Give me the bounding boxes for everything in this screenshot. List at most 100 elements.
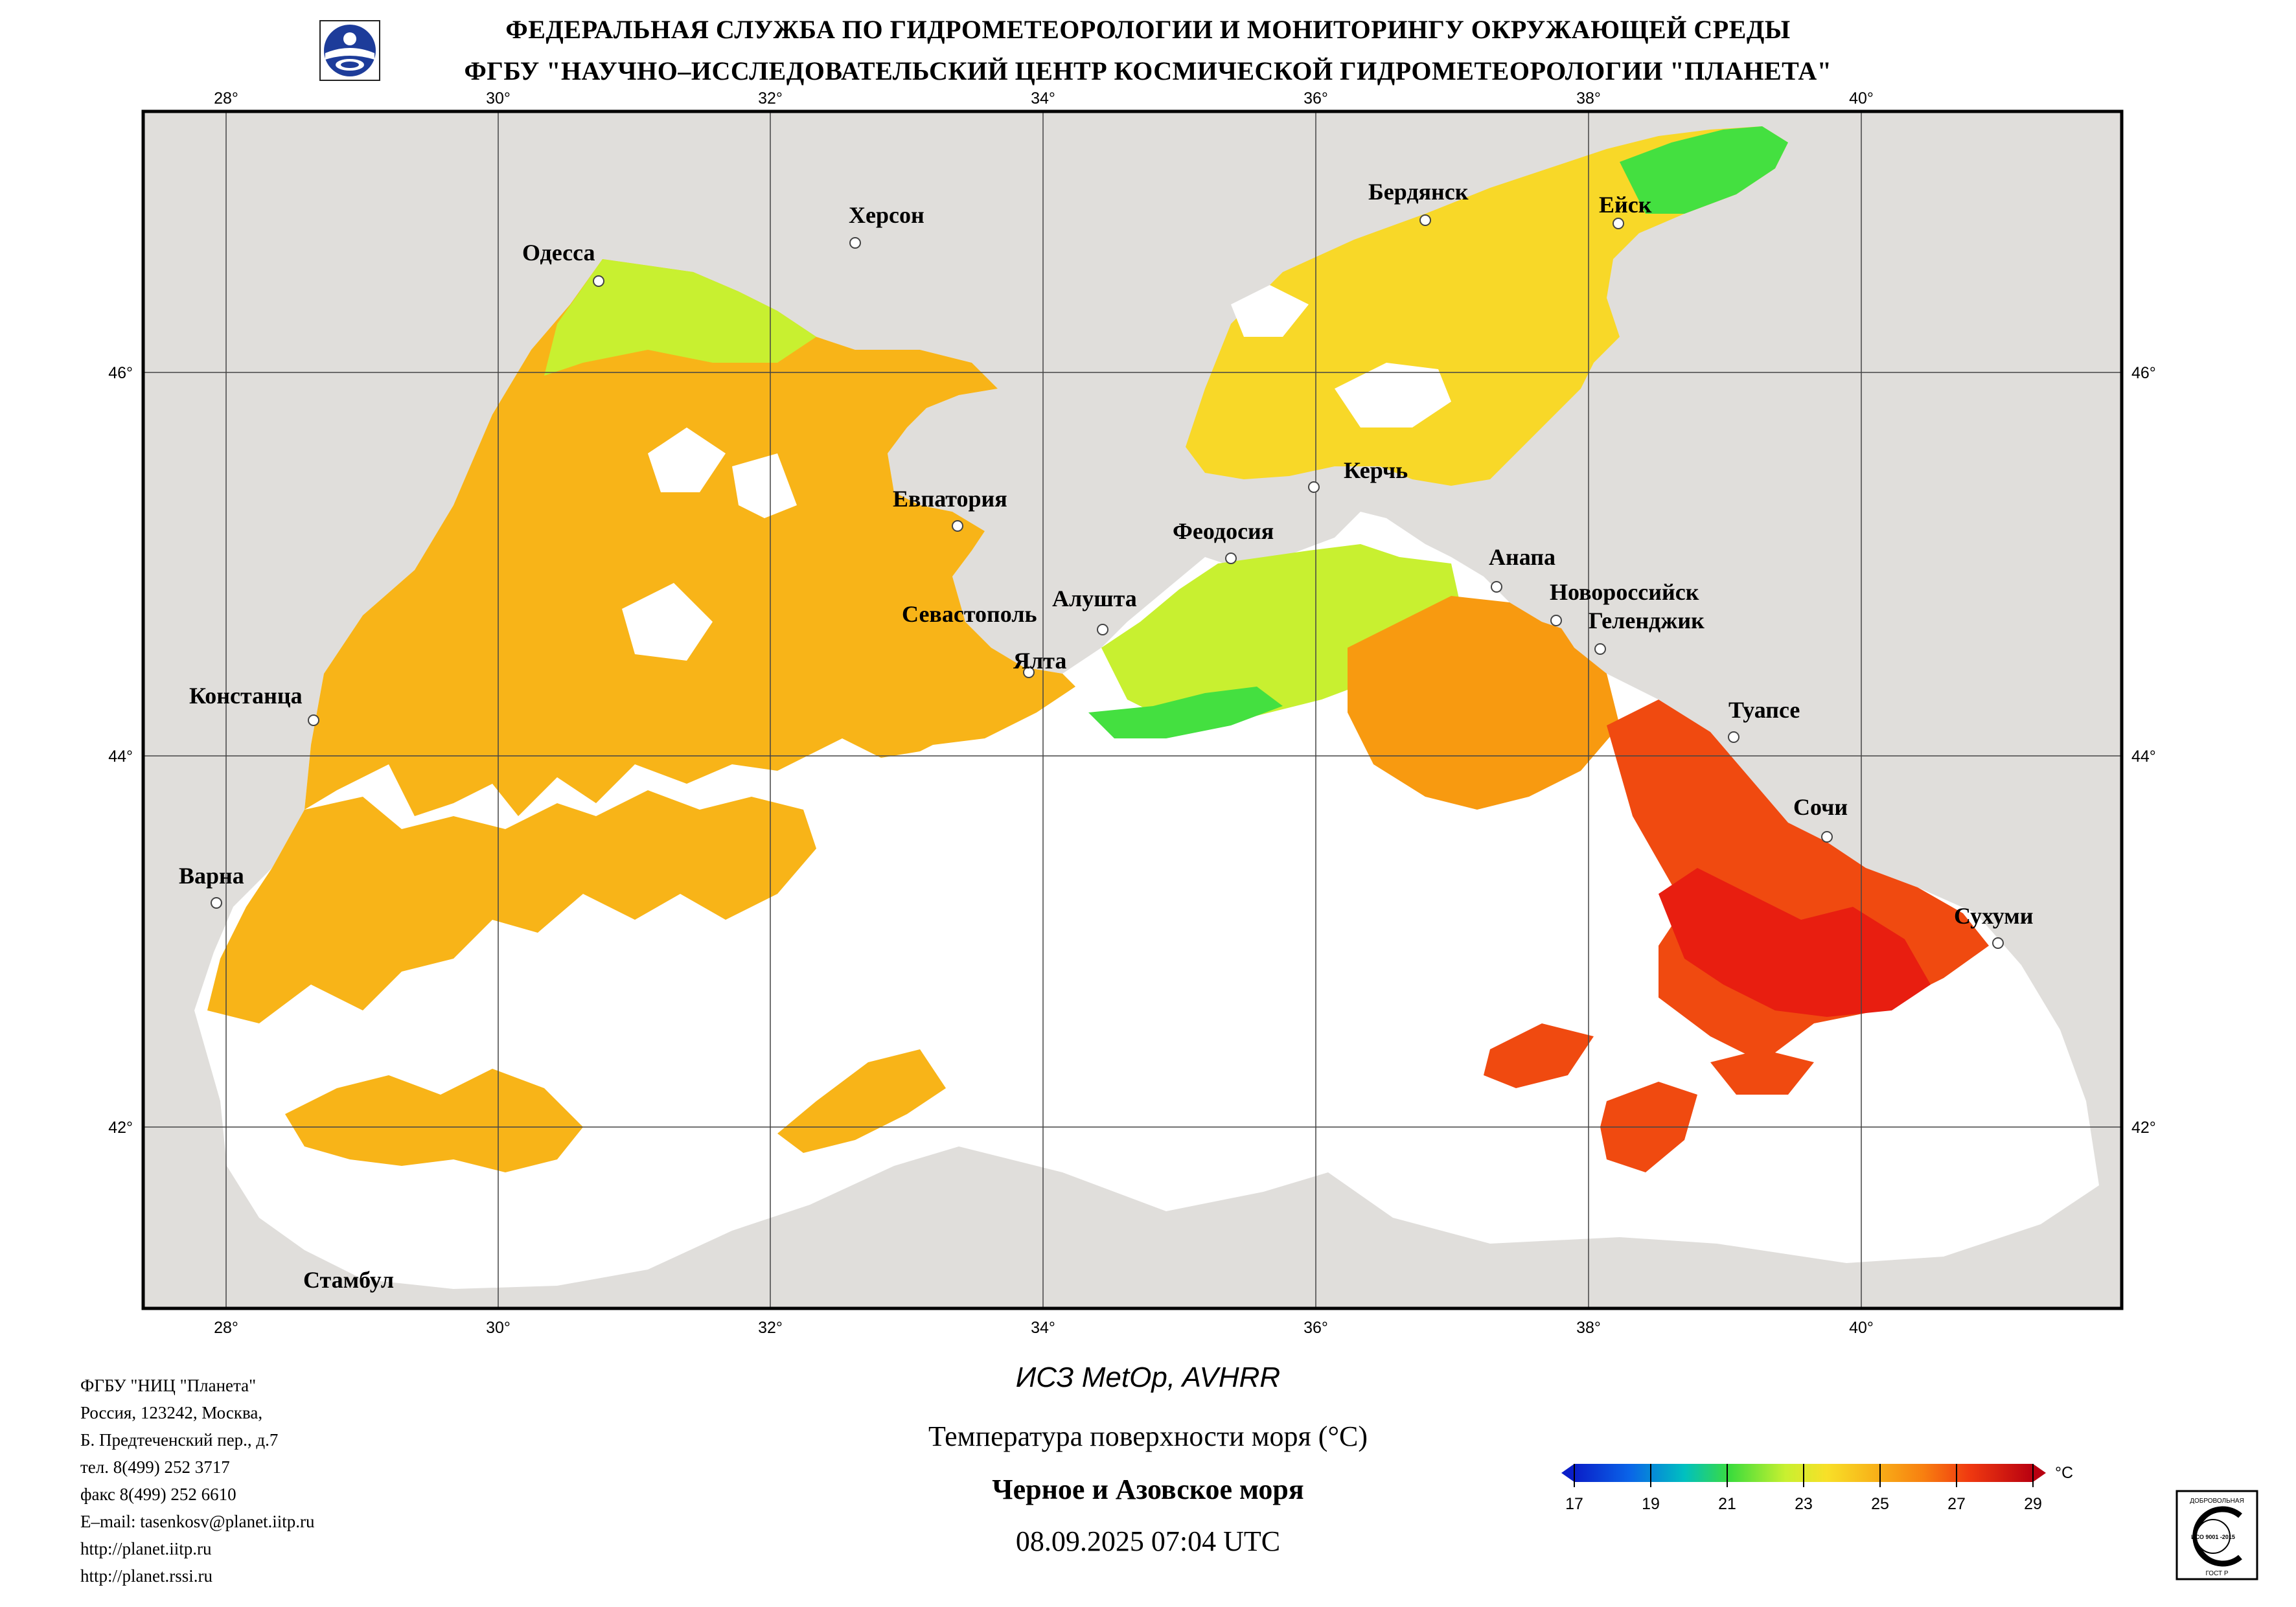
city-label-yeysk: Ейск xyxy=(1599,192,1652,218)
city-label-yalta: Ялта xyxy=(1013,648,1066,674)
city-label-sochi: Сочи xyxy=(1793,794,1848,820)
lat-ticks-right: 46° 44° 42° xyxy=(2131,364,2156,1137)
lon-tick-bottom: 34° xyxy=(1031,1319,1055,1337)
lon-tick-top: 36° xyxy=(1303,89,1328,108)
colorbar-min-arrow xyxy=(1561,1464,1574,1482)
sst-southeast-patch-4 xyxy=(1710,1049,1814,1095)
cloud-nw-2 xyxy=(732,453,797,518)
planeta-logo xyxy=(319,20,380,81)
city-label-sevastopol: Севастополь xyxy=(902,601,1037,627)
lat-tick-right: 44° xyxy=(2131,747,2156,766)
lon-tick-top: 28° xyxy=(214,89,238,108)
lon-tick-bottom: 36° xyxy=(1303,1319,1328,1337)
datetime-caption: 08.09.2025 07:04 UTC xyxy=(1015,1525,1281,1557)
info-line: Россия, 123242, Москва, xyxy=(80,1403,263,1422)
sst-central-west xyxy=(207,790,816,1023)
sst-coastal-nw-green xyxy=(544,259,816,376)
lon-tick-top: 32° xyxy=(758,89,783,108)
info-line: ФГБУ "НИЦ "Планета" xyxy=(80,1376,257,1395)
lat-tick-left: 42° xyxy=(108,1119,133,1137)
lat-tick-right: 46° xyxy=(2131,364,2156,382)
colorbar-max-arrow xyxy=(2033,1464,2046,1482)
cloud-nw-1 xyxy=(648,427,726,492)
colorbar-unit: °C xyxy=(2055,1464,2073,1482)
cloud-south xyxy=(836,751,1646,1153)
info-link[interactable]: http://planet.iitp.ru xyxy=(80,1539,212,1558)
city-label-alushta: Алушта xyxy=(1052,586,1137,611)
lon-ticks-bottom: 28° 30° 32° 34° 36° 38° 40° xyxy=(214,1319,1874,1337)
sst-east-warm-core xyxy=(1659,868,1931,1017)
colorbar-tick-label: 21 xyxy=(1718,1495,1736,1513)
colorbar-tick-label: 23 xyxy=(1795,1495,1813,1513)
city-label-gelendzhik: Геленджик xyxy=(1589,608,1705,633)
city-label-anapa: Анапа xyxy=(1489,544,1556,570)
city-label-sukhumi: Сухуми xyxy=(1954,903,2034,929)
sst-southeast-patch-1 xyxy=(1484,1023,1594,1088)
colorbar-ticks xyxy=(1574,1464,2034,1487)
city-label-istanbul: Стамбул xyxy=(303,1267,394,1293)
lon-tick-top: 40° xyxy=(1849,89,1874,108)
info-line: факс 8(499) 252 6610 xyxy=(80,1485,236,1504)
info-line: тел. 8(499) 252 3717 xyxy=(80,1457,230,1477)
graticule xyxy=(143,111,2122,1308)
city-markers xyxy=(211,214,2004,949)
city-label-feodosia: Феодосия xyxy=(1173,518,1274,544)
sst-field xyxy=(207,259,1989,1172)
city-label-kherson: Херсон xyxy=(849,202,924,228)
cloud-central xyxy=(622,583,713,661)
sst-northwest-shelf xyxy=(304,259,1075,816)
sea-of-azov xyxy=(1186,126,1788,486)
colorbar-tick-label: 19 xyxy=(1642,1495,1660,1513)
lat-tick-right: 42° xyxy=(2131,1119,2156,1137)
info-link[interactable]: http://planet.rssi.ru xyxy=(80,1566,212,1586)
lon-ticks-top: 28° 30° 32° 34° 36° 38° 40° xyxy=(214,89,1874,108)
contact-info: ФГБУ "НИЦ "Планета" Россия, 123242, Моск… xyxy=(80,1372,315,1590)
sst-southwest-patch xyxy=(285,1069,583,1172)
lon-tick-bottom: 30° xyxy=(486,1319,511,1337)
colorbar-tick-label: 25 xyxy=(1871,1495,1889,1513)
lat-tick-left: 46° xyxy=(108,364,133,382)
sst-crimea-green xyxy=(1088,687,1283,738)
city-label-varna: Варна xyxy=(179,863,244,889)
lon-tick-bottom: 32° xyxy=(758,1319,783,1337)
city-label-novorossiysk: Новороссийск xyxy=(1550,579,1699,605)
parameter-caption: Температура поверхности моря (°C) xyxy=(928,1420,1368,1452)
header-line-2: ФГБУ "НАУЧНО–ИССЛЕДОВАТЕЛЬСКИЙ ЦЕНТР КОС… xyxy=(464,56,1832,85)
cert-top-text: ДОБРОВОЛЬНАЯ xyxy=(2190,1498,2244,1505)
sst-taganrog-bay xyxy=(1620,126,1788,214)
lon-tick-bottom: 40° xyxy=(1849,1319,1874,1337)
lat-tick-left: 44° xyxy=(108,747,133,766)
cloud-sw xyxy=(570,946,700,1049)
satellite-caption: ИСЗ MetOp, AVHRR xyxy=(1015,1362,1281,1393)
city-label-tuapse: Туапсе xyxy=(1728,697,1800,723)
region-caption: Черное и Азовское моря xyxy=(992,1474,1304,1505)
lat-ticks-left: 46° 44° 42° xyxy=(108,364,133,1137)
lon-tick-top: 34° xyxy=(1031,89,1055,108)
colorbar-tick-label: 27 xyxy=(1947,1495,1966,1513)
city-label-evpatoria: Евпатория xyxy=(893,486,1007,512)
city-label-constanta: Констанца xyxy=(189,683,303,709)
lon-tick-bottom: 38° xyxy=(1576,1319,1601,1337)
cert-mid-text: ИСО 9001 -2015 xyxy=(2191,1534,2235,1540)
cert-bottom-text: ГОСТ Р xyxy=(2205,1570,2228,1577)
colorbar-tick-label: 17 xyxy=(1565,1495,1583,1513)
map-frame xyxy=(141,109,2124,1310)
cloud-west xyxy=(337,985,466,1062)
cloud-mask xyxy=(337,285,1646,1153)
info-line: E–mail: tasenkosv@planet.iitp.ru xyxy=(80,1512,315,1531)
header-line-1: ФЕДЕРАЛЬНАЯ СЛУЖБА ПО ГИДРОМЕТЕОРОЛОГИИ … xyxy=(505,15,1791,44)
iso-certification-badge: ДОБРОВОЛЬНАЯ ИСО 9001 -2015 ГОСТ Р xyxy=(2175,1490,2258,1580)
lon-tick-bottom: 28° xyxy=(214,1319,238,1337)
cloud-azov xyxy=(1335,363,1451,427)
lon-tick-top: 38° xyxy=(1576,89,1601,108)
cloud-azov-2 xyxy=(1231,285,1309,337)
city-labels: Одесса Херсон Бердянск Ейск Керчь Евпато… xyxy=(179,179,2034,1293)
city-label-kerch: Керчь xyxy=(1344,457,1408,483)
colorbar-tick-label: 29 xyxy=(2024,1495,2042,1513)
lon-tick-top: 30° xyxy=(486,89,511,108)
colorbar: 17 19 21 23 25 27 29 °C xyxy=(1561,1464,2073,1513)
city-label-odessa: Одесса xyxy=(522,240,595,266)
city-label-berdyansk: Бердянск xyxy=(1368,179,1469,205)
info-line: Б. Предтеченский пер., д.7 xyxy=(80,1430,279,1450)
